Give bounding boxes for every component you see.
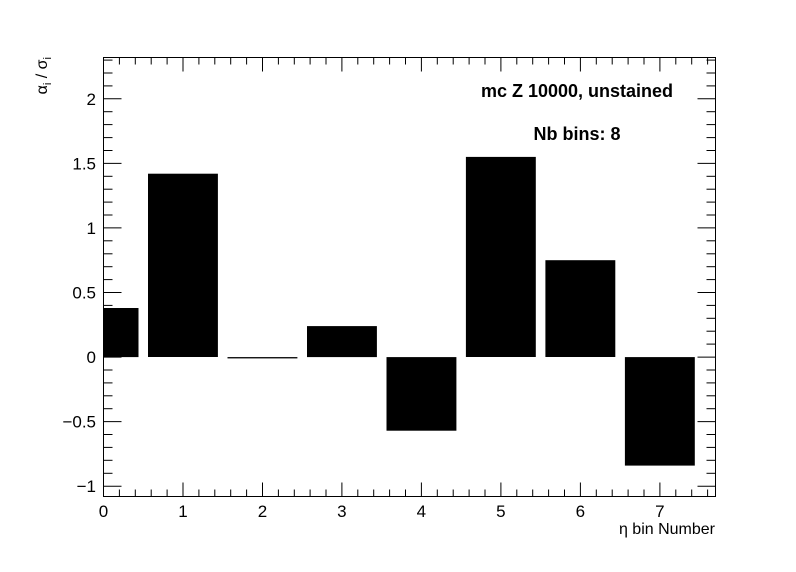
y-tick-label-1: −0.5 — [62, 413, 96, 432]
y-axis-title-sub-i: i — [42, 83, 54, 85]
x-tick-label-0: 0 — [99, 502, 108, 521]
y-tick-label-2: 0 — [87, 348, 96, 367]
y-axis-title-sigma: σ — [34, 59, 51, 69]
bar-0 — [103, 308, 139, 358]
x-tick-label-1: 1 — [178, 502, 187, 521]
y-axis-title-sub-i2: i — [42, 57, 54, 59]
ticks-group — [103, 57, 716, 497]
y-tick-label-5: 1.5 — [72, 154, 96, 173]
y-tick-label-6: 2 — [87, 90, 96, 109]
bar-1 — [148, 173, 218, 357]
y-tick-label-3: 0.5 — [72, 284, 96, 303]
annotation-sample: mc Z 10000, unstained — [481, 81, 673, 101]
plot-frame — [103, 57, 716, 497]
x-tick-label-5: 5 — [496, 502, 505, 521]
x-tick-label-7: 7 — [655, 502, 664, 521]
tick-labels-group: 0 1 2 3 4 5 6 7 −1 −0.5 0 0.5 1 1.5 2 — [62, 90, 664, 521]
x-tick-label-4: 4 — [417, 502, 426, 521]
annotation-nbins: Nb bins: 8 — [533, 124, 620, 144]
bar-6 — [545, 260, 616, 357]
y-tick-label-4: 1 — [87, 219, 96, 238]
y-axis-title-separator: / — [34, 69, 51, 82]
x-tick-label-3: 3 — [337, 502, 346, 521]
bar-3 — [307, 326, 377, 358]
bar-2 — [227, 357, 298, 359]
bar-4 — [386, 357, 457, 431]
x-axis-title: η bin Number — [619, 521, 716, 538]
y-axis-title: αi / σi — [34, 57, 54, 94]
y-axis-title-alpha: α — [34, 85, 51, 94]
bar-7 — [624, 357, 695, 466]
x-tick-label-2: 2 — [258, 502, 267, 521]
bars-group — [103, 156, 695, 466]
y-tick-label-0: −1 — [77, 477, 96, 496]
x-tick-label-6: 6 — [576, 502, 585, 521]
bar-5 — [465, 156, 536, 357]
